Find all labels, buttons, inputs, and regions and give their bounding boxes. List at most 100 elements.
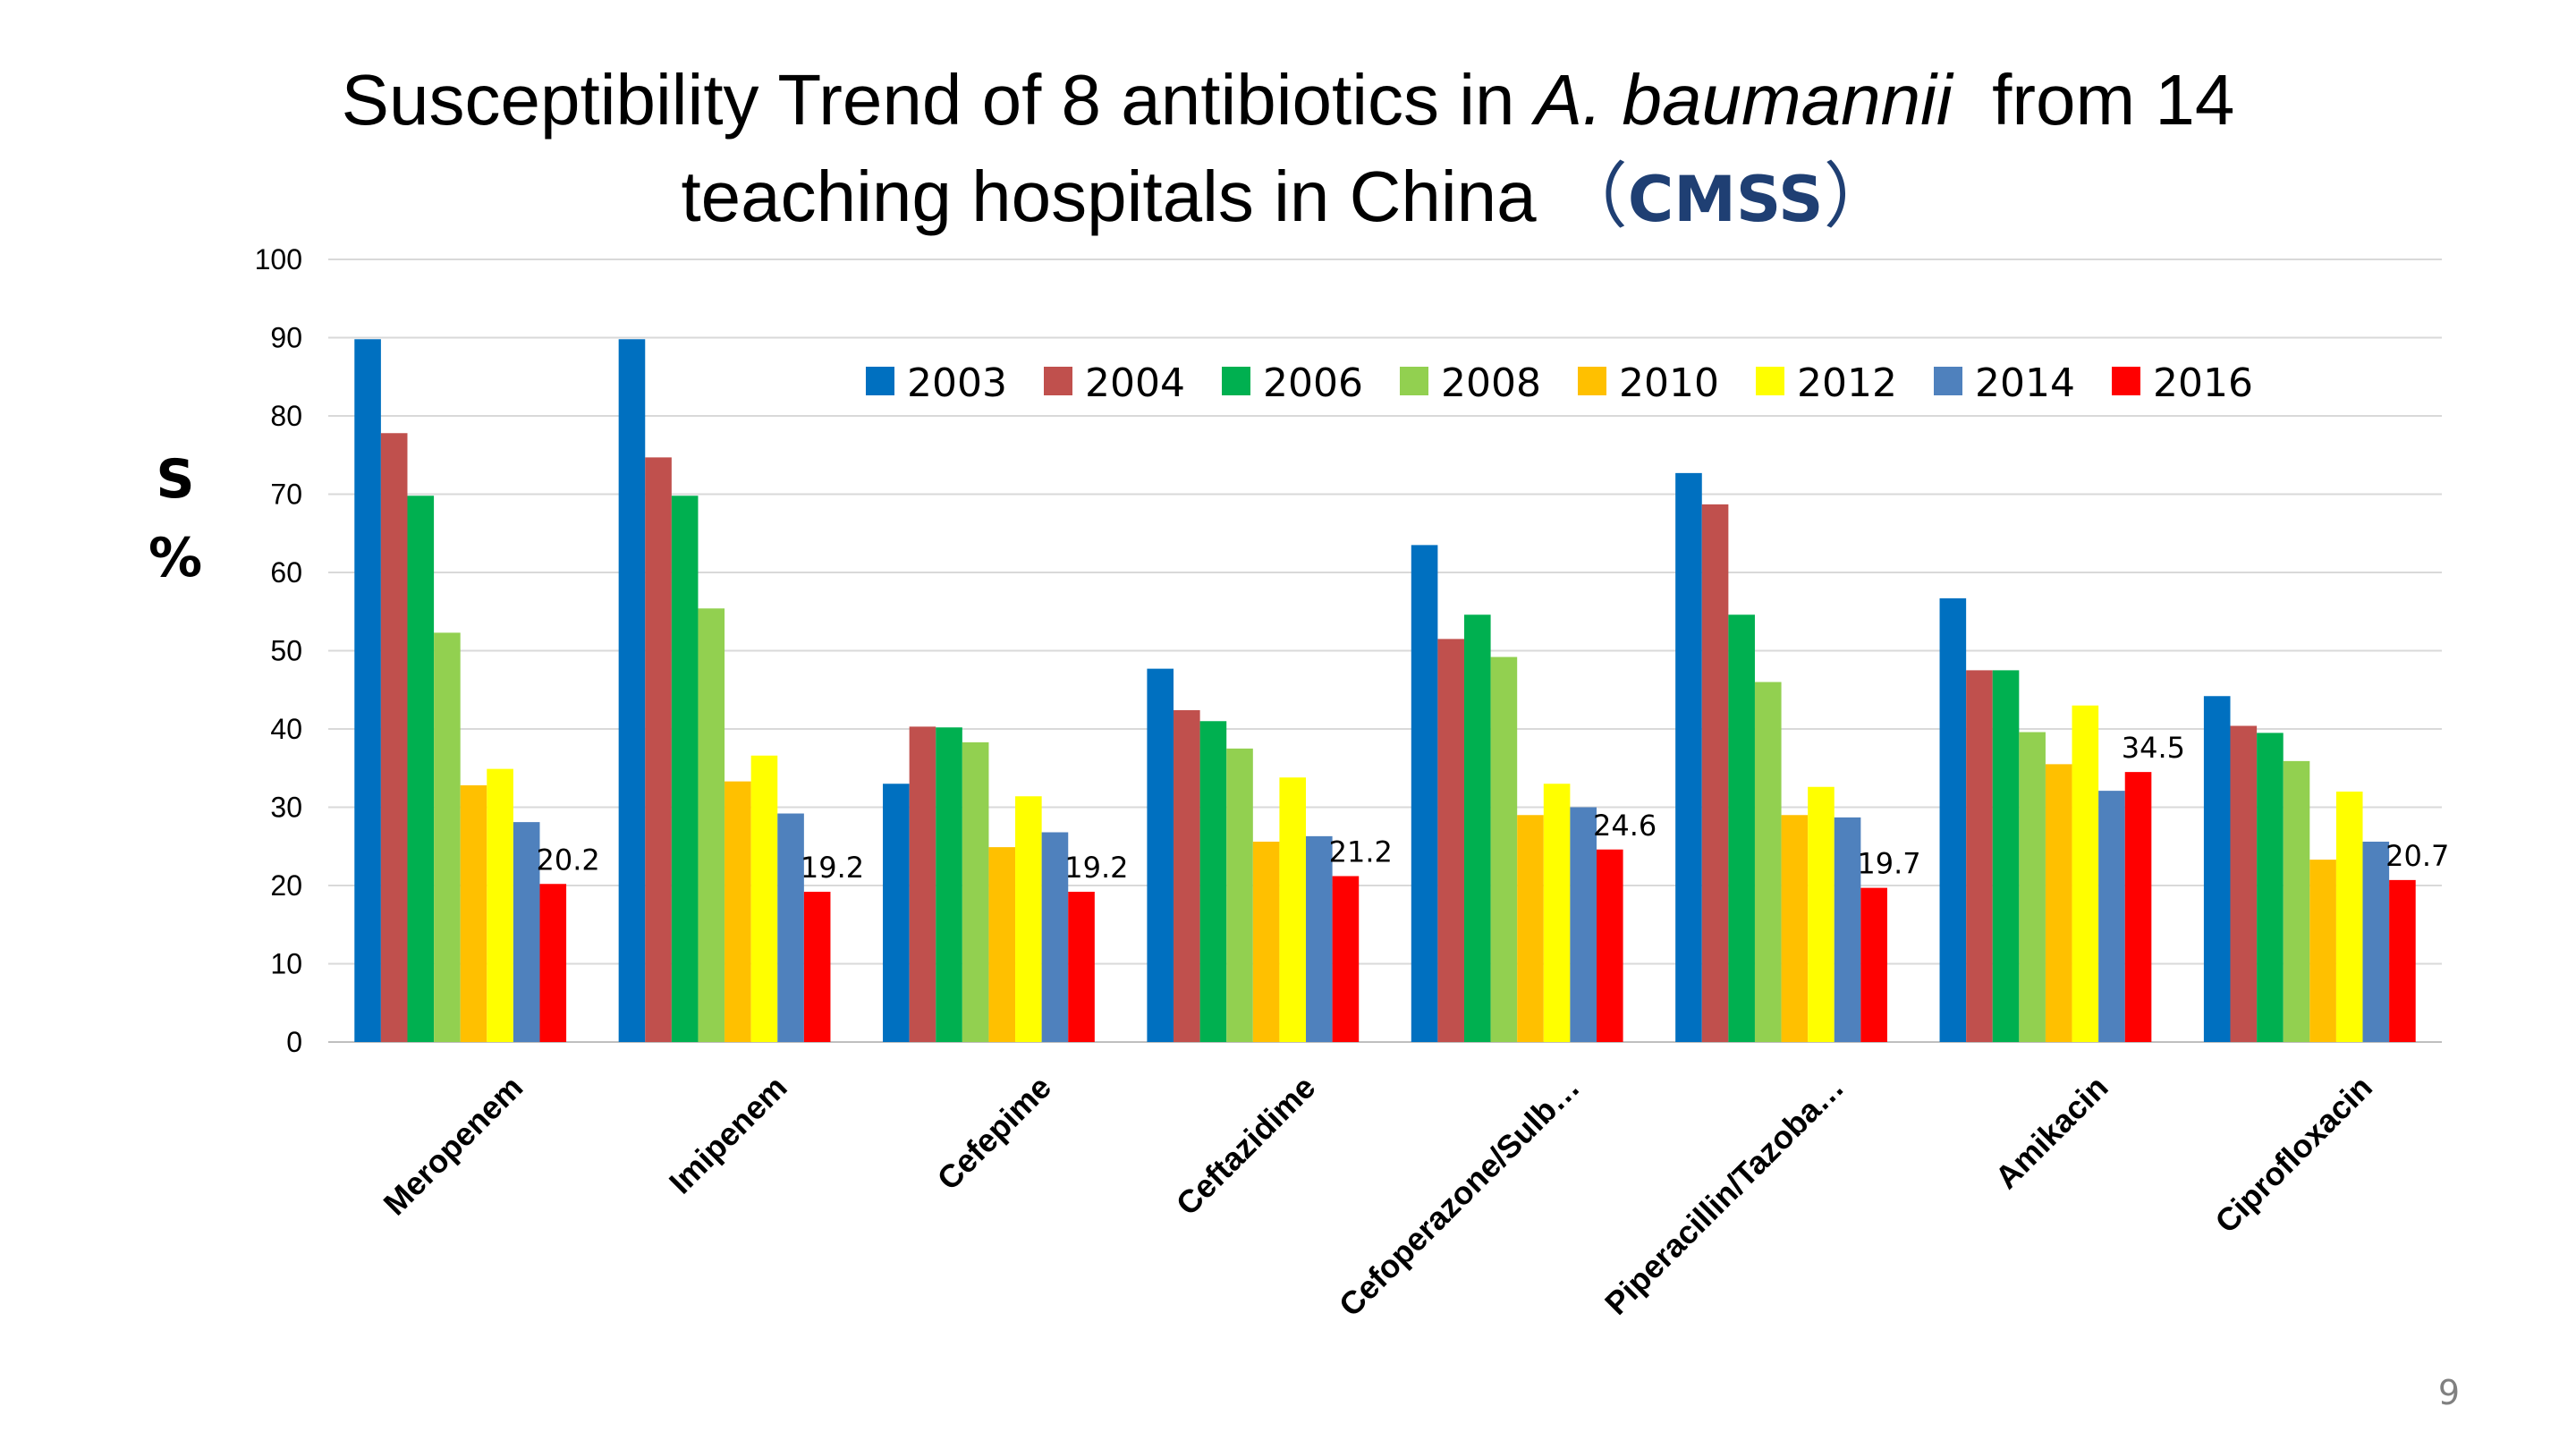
x-category-label: Imipenem bbox=[662, 1069, 794, 1201]
title-close-paren: ） bbox=[1823, 157, 1895, 236]
data-labels: 20.2 19.2 19.2 21.2 24.6 19.7 34.5 20.7 bbox=[536, 731, 2449, 885]
legend-label-2012: 2012 bbox=[1797, 360, 1897, 406]
bar-2016 bbox=[1332, 876, 1360, 1042]
bar-2006 bbox=[1199, 721, 1227, 1042]
data-label: 20.7 bbox=[2385, 839, 2449, 873]
y-axis-ticks: 0 10 20 30 40 50 60 70 80 90 100 bbox=[255, 243, 302, 1058]
bar-2014 bbox=[1306, 835, 1333, 1042]
bar-2012 bbox=[1279, 777, 1307, 1042]
y-tick-label: 50 bbox=[270, 635, 302, 667]
bar-2012 bbox=[1543, 784, 1571, 1042]
title-text-2: teaching hospitals in China bbox=[681, 157, 1556, 236]
legend-label-2003: 2003 bbox=[907, 360, 1007, 406]
x-category-label: Cefoperazone/Sulb… bbox=[1332, 1069, 1587, 1324]
legend: 2003 2004 2006 2008 2010 2012 2014 2016 bbox=[866, 360, 2253, 406]
legend-swatch-2008 bbox=[1400, 367, 1428, 395]
y-axis-label-line-1: S bbox=[156, 448, 195, 511]
bar-2006 bbox=[1992, 670, 2020, 1042]
bar-2010 bbox=[724, 781, 751, 1042]
bar-2014 bbox=[2362, 842, 2390, 1042]
y-tick-label: 100 bbox=[255, 243, 302, 275]
data-label: 19.2 bbox=[801, 851, 864, 885]
bar-2016 bbox=[2389, 879, 2416, 1042]
legend-label-2008: 2008 bbox=[1441, 360, 1541, 406]
y-tick-label: 80 bbox=[270, 400, 302, 432]
bar-2010 bbox=[988, 847, 1016, 1042]
bar-2006 bbox=[407, 496, 435, 1042]
title-line-2: teaching hospitals in China （CMSS） bbox=[0, 148, 2576, 248]
y-tick-label: 30 bbox=[270, 792, 302, 824]
bar-2010 bbox=[2045, 764, 2072, 1042]
bar-2016 bbox=[1860, 887, 1887, 1042]
bar-2006 bbox=[2257, 733, 2284, 1042]
title-text-end: from 14 bbox=[1952, 60, 2235, 140]
bar-2014 bbox=[2098, 791, 2125, 1042]
data-label: 19.7 bbox=[1857, 847, 1920, 881]
bar-2003 bbox=[354, 339, 381, 1042]
bar-2012 bbox=[487, 768, 513, 1042]
title-open-paren: （ bbox=[1555, 157, 1628, 236]
legend-swatch-2003 bbox=[866, 367, 894, 395]
y-tick-label: 10 bbox=[270, 948, 302, 980]
bar-2010 bbox=[1252, 842, 1280, 1042]
bar-2004 bbox=[2230, 725, 2258, 1042]
x-category-label: Piperacillin/Tazoba… bbox=[1597, 1069, 1851, 1322]
title-line-1: Susceptibility Trend of 8 antibiotics in… bbox=[0, 52, 2576, 148]
bar-2003 bbox=[2203, 696, 2231, 1042]
x-category-label: Meropenem bbox=[376, 1069, 530, 1223]
bar-2004 bbox=[1701, 504, 1729, 1042]
x-category-label: Amikacin bbox=[1987, 1069, 2114, 1196]
bars bbox=[354, 339, 2416, 1042]
x-category-label: Ciprofloxacin bbox=[2207, 1069, 2379, 1241]
bar-2008 bbox=[698, 608, 725, 1042]
slide-title: Susceptibility Trend of 8 antibiotics in… bbox=[0, 52, 2576, 248]
data-label: 19.2 bbox=[1064, 851, 1128, 885]
bar-2016 bbox=[2124, 772, 2152, 1042]
y-tick-label: 20 bbox=[270, 869, 302, 902]
bar-2014 bbox=[777, 813, 804, 1042]
bar-2003 bbox=[1939, 597, 1967, 1042]
bar-2014 bbox=[1834, 817, 1861, 1042]
bar-2004 bbox=[1174, 710, 1200, 1042]
legend-label-2014: 2014 bbox=[1975, 360, 2075, 406]
bar-2004 bbox=[1966, 670, 1993, 1042]
bar-2008 bbox=[1226, 748, 1253, 1042]
bar-2004 bbox=[645, 457, 672, 1042]
bar-2012 bbox=[2072, 705, 2099, 1042]
legend-label-2006: 2006 bbox=[1263, 360, 1363, 406]
title-cmss: CMSS bbox=[1627, 163, 1824, 236]
y-tick-label: 70 bbox=[270, 479, 302, 511]
bar-2016 bbox=[1068, 892, 1095, 1042]
x-category-label: Ceftazidime bbox=[1169, 1069, 1323, 1223]
bar-2010 bbox=[460, 785, 487, 1042]
data-label: 24.6 bbox=[1593, 809, 1657, 843]
bar-2003 bbox=[618, 339, 646, 1042]
bar-2012 bbox=[750, 755, 778, 1042]
bar-2016 bbox=[803, 892, 831, 1042]
bar-2014 bbox=[1041, 832, 1069, 1042]
bar-2010 bbox=[2309, 860, 2336, 1042]
bar-2012 bbox=[1808, 786, 1835, 1042]
bar-2008 bbox=[962, 741, 989, 1042]
bar-2008 bbox=[2019, 732, 2046, 1042]
bar-2004 bbox=[380, 433, 408, 1042]
y-axis-label-line-2: % bbox=[148, 527, 203, 589]
bar-2003 bbox=[1411, 545, 1438, 1042]
x-category-label: Cefepime bbox=[930, 1069, 1059, 1198]
x-axis-categories: Meropenem Imipenem Cefepime Ceftazidime Cefo… bbox=[376, 1069, 2378, 1324]
bar-2004 bbox=[1437, 639, 1464, 1042]
legend-swatch-2012 bbox=[1756, 367, 1784, 395]
bar-2008 bbox=[1490, 657, 1518, 1042]
legend-swatch-2006 bbox=[1222, 367, 1250, 395]
bar-2016 bbox=[539, 884, 567, 1042]
bar-2004 bbox=[909, 726, 936, 1042]
bar-2008 bbox=[2283, 760, 2310, 1042]
bar-2014 bbox=[1570, 807, 1597, 1042]
bar-2010 bbox=[1781, 815, 1809, 1042]
data-label: 20.2 bbox=[536, 843, 599, 877]
legend-swatch-2004 bbox=[1044, 367, 1072, 395]
bar-2010 bbox=[1517, 815, 1544, 1042]
bar-2012 bbox=[2335, 792, 2363, 1042]
data-label: 21.2 bbox=[1329, 835, 1393, 869]
